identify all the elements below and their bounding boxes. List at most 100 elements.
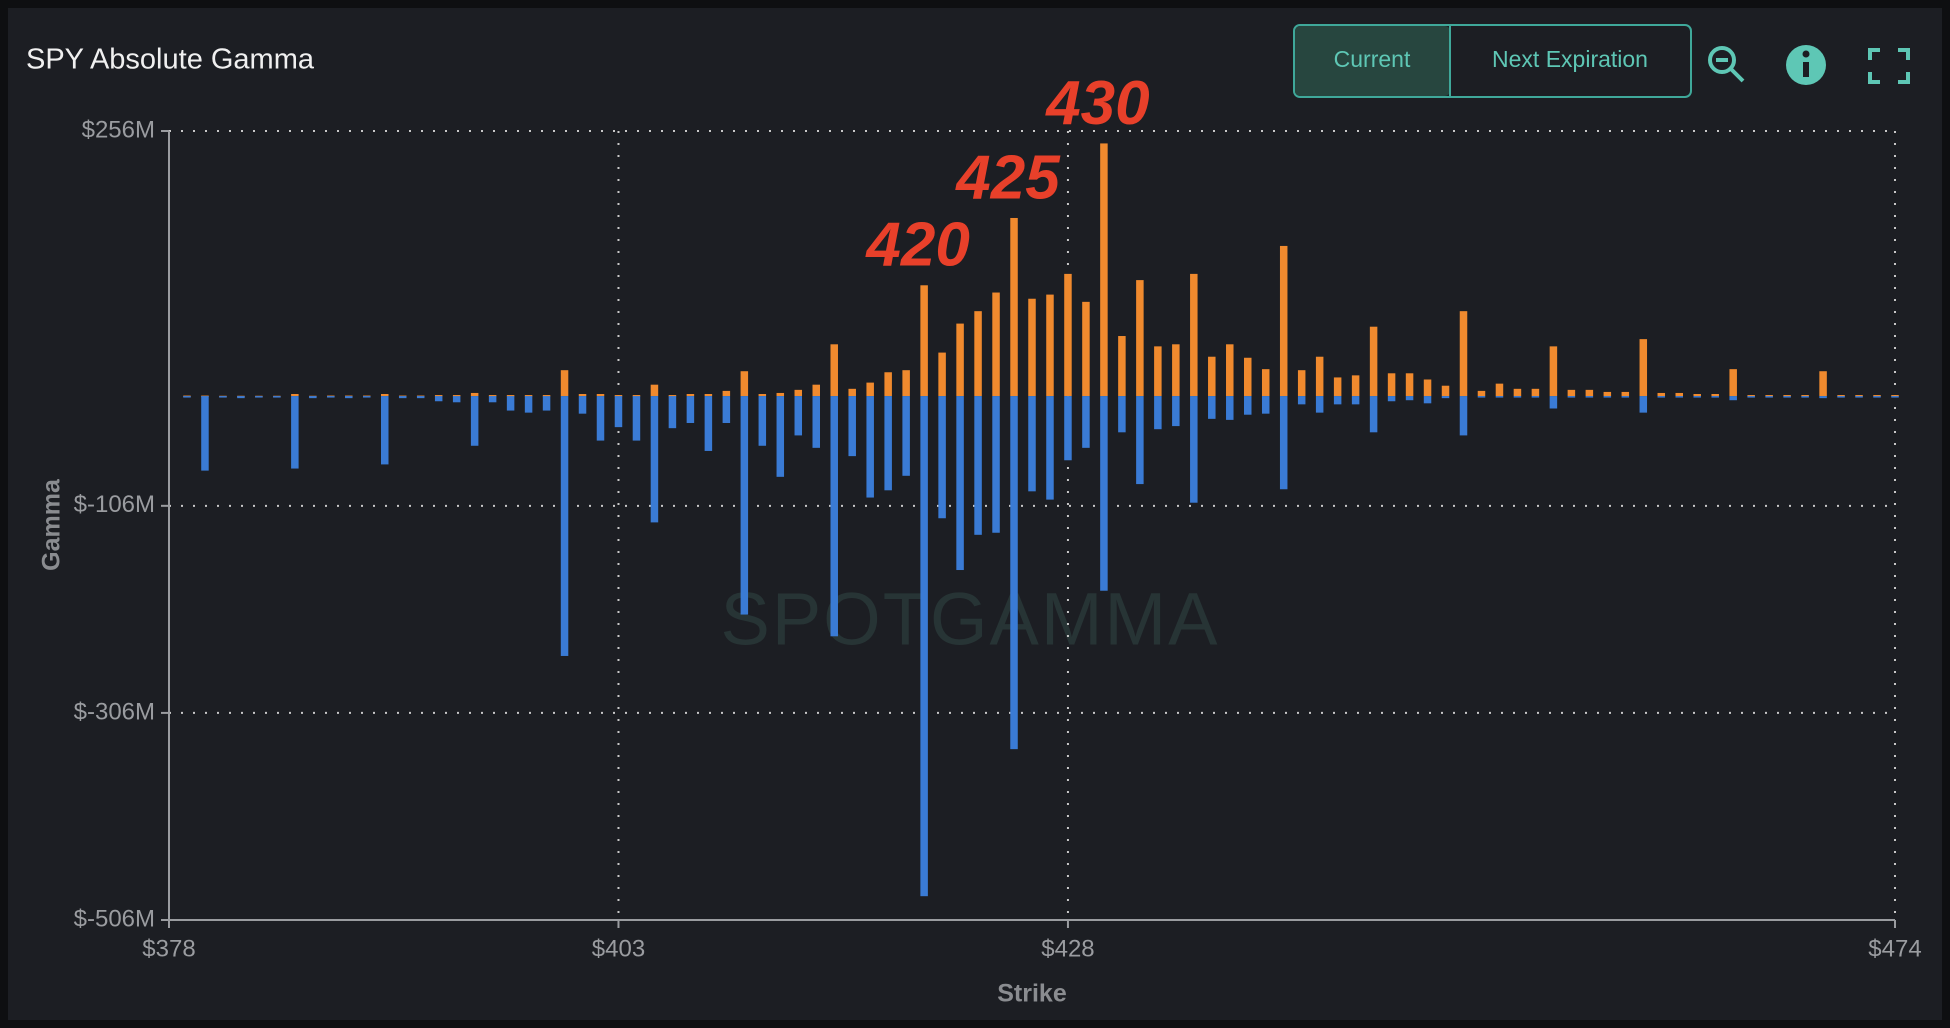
bar [902, 370, 910, 397]
bar [1747, 395, 1755, 397]
bar [794, 389, 803, 397]
bar [291, 394, 299, 397]
info-icon[interactable] [1786, 45, 1826, 85]
bar [1351, 375, 1360, 397]
bar [1855, 396, 1863, 398]
bar [452, 396, 461, 403]
bar [1837, 396, 1845, 398]
button-label[interactable]: Current [1334, 46, 1411, 72]
y-tick-label: $-306M [74, 698, 155, 725]
y-tick-label: $-106M [74, 491, 155, 518]
bar [1100, 143, 1108, 397]
button-label[interactable]: Next Expiration [1492, 46, 1648, 72]
bar [722, 390, 731, 397]
bar [578, 396, 587, 414]
bar [1855, 395, 1863, 397]
bar [488, 396, 497, 403]
zoom-icon[interactable] [1708, 46, 1745, 83]
bar [524, 395, 533, 397]
button-current[interactable] [1295, 26, 1450, 96]
bar [1279, 396, 1288, 490]
bar [650, 384, 659, 397]
bar [704, 396, 713, 451]
annotation: 425 [954, 143, 1061, 212]
bar [470, 392, 479, 397]
bar [1244, 396, 1252, 415]
bar [1351, 396, 1360, 405]
bar [1837, 395, 1845, 397]
annotation: 420 [864, 211, 969, 280]
bar [1513, 388, 1522, 397]
bar [1441, 385, 1450, 397]
bar [1459, 311, 1468, 397]
bar [434, 395, 443, 397]
bar [1064, 396, 1072, 461]
bar [1675, 392, 1683, 397]
bar [1729, 369, 1737, 397]
bar [1226, 344, 1234, 397]
bar [992, 292, 1000, 397]
bar [776, 396, 785, 477]
bar [1603, 396, 1612, 398]
bar [632, 396, 641, 441]
bar [758, 396, 767, 446]
bar [345, 396, 353, 399]
bar [1297, 370, 1306, 397]
bar [1513, 396, 1522, 398]
bar [506, 396, 515, 411]
bar [560, 396, 569, 656]
bar [255, 396, 263, 398]
bar [884, 372, 892, 397]
bar [1226, 396, 1234, 420]
bar [1315, 396, 1324, 413]
bar [560, 370, 569, 397]
bar [1603, 391, 1612, 397]
bar [1136, 280, 1144, 397]
bar [848, 396, 856, 457]
bar [524, 396, 533, 413]
bar [974, 311, 982, 397]
x-tick-label: $403 [592, 935, 645, 962]
bar [1549, 396, 1558, 409]
bar [1639, 339, 1648, 397]
bar [542, 396, 551, 411]
y-tick-label: $-506M [74, 905, 155, 932]
bar [1819, 371, 1827, 397]
bar [1585, 396, 1594, 398]
bar [488, 395, 497, 397]
bar [614, 396, 623, 428]
bar [1441, 396, 1450, 399]
bar [1585, 389, 1594, 397]
bar [542, 395, 551, 397]
bar [1387, 396, 1396, 402]
bar [416, 396, 425, 399]
bar [1549, 346, 1558, 397]
bar [1190, 273, 1198, 397]
bar [1387, 373, 1396, 397]
bar [452, 395, 461, 397]
bar [1136, 396, 1144, 485]
bar [1531, 396, 1540, 398]
bar [722, 396, 731, 423]
bar [1046, 396, 1054, 500]
bar [1405, 396, 1414, 401]
annotation: 430 [1044, 69, 1149, 138]
bar [1765, 395, 1773, 397]
bar [1100, 396, 1108, 591]
bar [1621, 391, 1630, 397]
bar [848, 388, 856, 397]
bar [1477, 390, 1486, 397]
bar [1477, 396, 1486, 398]
bar [938, 352, 946, 397]
bar [470, 396, 479, 446]
bar [866, 396, 874, 498]
bar [1082, 396, 1090, 448]
bar [866, 382, 874, 397]
bar [363, 396, 371, 398]
fullscreen-icon[interactable] [1868, 48, 1910, 84]
bar [1675, 396, 1683, 398]
bar [812, 384, 820, 397]
bar [1459, 396, 1468, 436]
bar [632, 395, 641, 397]
